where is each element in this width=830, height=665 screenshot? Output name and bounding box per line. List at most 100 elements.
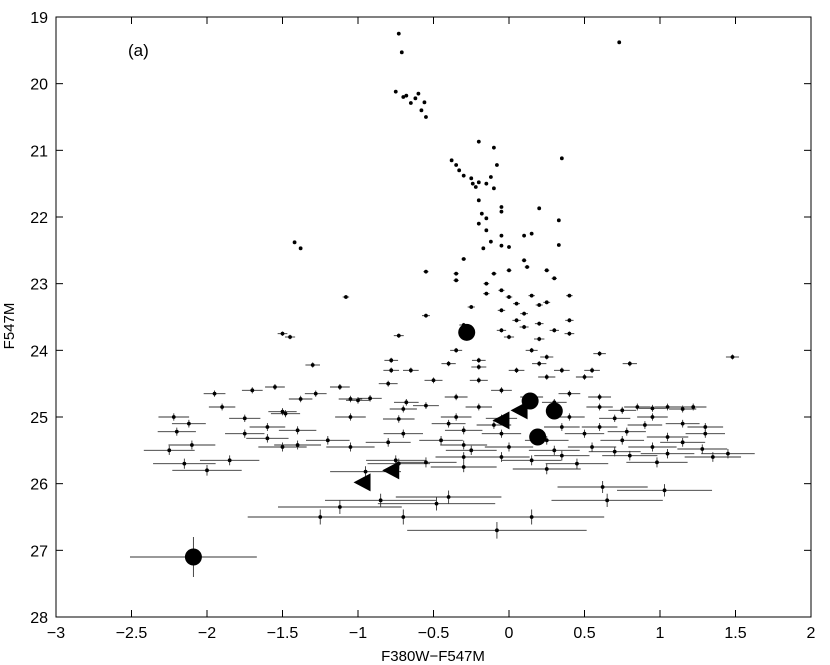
data-point bbox=[396, 417, 401, 421]
data-point bbox=[288, 335, 292, 339]
data-point bbox=[612, 449, 617, 454]
x-tick-label: 0.5 bbox=[573, 625, 595, 642]
data-point bbox=[665, 435, 670, 439]
data-point bbox=[399, 50, 404, 55]
data-point bbox=[537, 206, 542, 211]
panel-label: (a) bbox=[128, 41, 149, 60]
data-point bbox=[313, 391, 318, 396]
data-point bbox=[401, 515, 406, 519]
data-point bbox=[280, 445, 285, 449]
data-point bbox=[590, 368, 594, 373]
y-axis-title: F547M bbox=[1, 303, 18, 350]
data-point bbox=[280, 409, 285, 414]
data-point bbox=[167, 448, 172, 453]
circle-marker bbox=[458, 323, 476, 341]
data-point bbox=[469, 176, 474, 181]
x-tick-label: −2.5 bbox=[116, 625, 148, 642]
data-point bbox=[624, 429, 629, 434]
data-point bbox=[295, 443, 300, 447]
data-point bbox=[525, 265, 530, 269]
data-point bbox=[597, 351, 602, 356]
data-point bbox=[544, 375, 549, 379]
data-point bbox=[416, 91, 421, 96]
data-point bbox=[492, 423, 496, 427]
data-point bbox=[386, 440, 391, 445]
data-point bbox=[227, 458, 232, 463]
data-point bbox=[298, 397, 303, 401]
data-point bbox=[298, 246, 303, 251]
data-point bbox=[590, 445, 594, 449]
data-point bbox=[337, 385, 342, 389]
data-point bbox=[507, 335, 511, 339]
data-point bbox=[499, 388, 504, 393]
data-point bbox=[522, 311, 526, 316]
error-bars-layer bbox=[129, 234, 755, 577]
data-point bbox=[454, 395, 459, 399]
data-point bbox=[393, 89, 398, 94]
data-point bbox=[552, 448, 557, 453]
data-point bbox=[404, 400, 409, 405]
data-point bbox=[514, 301, 519, 306]
data-point bbox=[283, 411, 288, 416]
data-point bbox=[446, 495, 451, 499]
data-point bbox=[431, 378, 436, 383]
data-point bbox=[730, 355, 735, 359]
data-point bbox=[559, 368, 564, 373]
data-point bbox=[476, 139, 481, 144]
x-tick-label: −3 bbox=[47, 625, 65, 642]
data-point bbox=[454, 278, 459, 283]
data-point bbox=[454, 163, 459, 167]
data-point bbox=[310, 363, 315, 367]
data-point bbox=[476, 365, 481, 369]
data-point bbox=[492, 186, 496, 191]
data-point bbox=[424, 269, 428, 274]
data-point bbox=[408, 368, 413, 373]
data-point bbox=[484, 181, 489, 186]
data-point bbox=[484, 228, 489, 233]
data-point bbox=[481, 246, 486, 251]
data-point bbox=[620, 438, 625, 443]
data-point bbox=[650, 406, 655, 411]
data-point bbox=[537, 337, 542, 341]
y-tick-label: 24 bbox=[30, 343, 48, 360]
data-point bbox=[522, 325, 526, 329]
x-tick-label: 1 bbox=[656, 625, 665, 642]
data-point bbox=[325, 438, 330, 443]
x-tick-label: −0.5 bbox=[418, 625, 450, 642]
y-axis: 19 20 21 22 23 24 25 26 27 28 bbox=[30, 10, 811, 627]
data-point bbox=[492, 271, 496, 276]
y-tick-label: 27 bbox=[30, 543, 48, 560]
y-tick-label: 23 bbox=[30, 277, 48, 294]
data-point bbox=[650, 415, 655, 419]
data-point bbox=[424, 403, 428, 408]
markers-layer bbox=[167, 31, 735, 566]
data-point bbox=[186, 421, 191, 426]
data-point bbox=[212, 391, 217, 396]
data-point bbox=[378, 498, 383, 503]
data-point bbox=[597, 405, 602, 409]
triangle-marker bbox=[353, 473, 371, 492]
data-point bbox=[182, 461, 187, 466]
data-point bbox=[665, 405, 670, 409]
data-point bbox=[514, 318, 519, 323]
data-point bbox=[280, 331, 285, 336]
data-point bbox=[401, 95, 406, 99]
data-point bbox=[617, 40, 622, 45]
data-point bbox=[499, 328, 504, 333]
x-tick-label: 2 bbox=[807, 625, 816, 642]
data-point bbox=[484, 216, 489, 221]
data-point bbox=[499, 233, 504, 238]
y-tick-label: 26 bbox=[30, 477, 48, 494]
data-point bbox=[529, 293, 534, 298]
data-point bbox=[401, 407, 406, 411]
data-point bbox=[424, 313, 428, 318]
data-point bbox=[552, 276, 557, 281]
data-point bbox=[454, 348, 459, 353]
data-point bbox=[662, 488, 667, 493]
data-point bbox=[461, 465, 466, 469]
data-point bbox=[680, 421, 685, 426]
data-point bbox=[507, 445, 511, 449]
data-point bbox=[597, 425, 602, 429]
data-point bbox=[495, 163, 499, 167]
